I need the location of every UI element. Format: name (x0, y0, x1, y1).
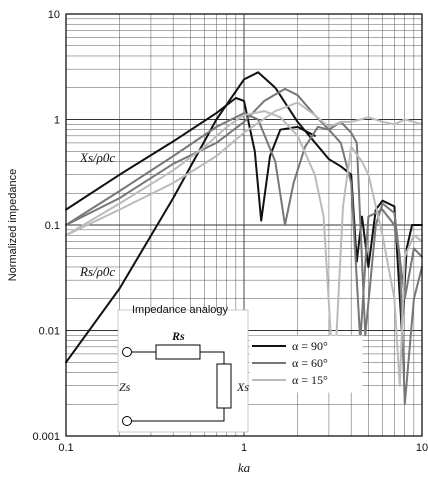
resistor-rs (155, 344, 201, 360)
impedance-analogy-inset: Impedance analogy Rs Zs Xs (117, 304, 249, 433)
series-line-reactance-15 (65, 110, 423, 387)
terminal-top (122, 347, 132, 357)
y-tick-label: 1 (54, 115, 60, 127)
legend-label-15: α = 15° (292, 373, 328, 387)
plot-frame (65, 13, 423, 437)
legend-label-60: α = 60° (292, 356, 328, 370)
y-tick-label: 0.001 (32, 431, 60, 443)
legend-label-90: α = 90° (292, 339, 328, 353)
x-tick-label: 1 (241, 442, 247, 454)
tick-labels: 0.1 1 10 0.001 0.01 0.1 1 10 (32, 9, 428, 454)
x-tick-label: 10 (416, 442, 428, 454)
series-line-resistance-15 (65, 101, 423, 237)
terminal-bottom (122, 416, 132, 426)
zs-label: Zs (119, 380, 131, 394)
y-tick-label: 0.1 (45, 220, 60, 232)
rs-label: Rs (171, 329, 185, 343)
legend: α = 90° α = 60° α = 15° (249, 335, 363, 393)
y-tick-label: 0.01 (39, 326, 60, 338)
resistance-curve-label: Rs/ρ0c (79, 264, 115, 279)
x-tick-label: 0.1 (58, 442, 73, 454)
y-tick-label: 10 (48, 9, 60, 21)
x-axis-label: ka (238, 460, 251, 475)
inset-title: Impedance analogy (132, 304, 229, 316)
reactance-curve-label: Xs/ρ0c (79, 150, 115, 165)
series-line-reactance-90 (65, 97, 316, 222)
reactance-xs-element (216, 363, 232, 409)
y-axis-label: Normalized impedance (7, 169, 19, 282)
circuit-wire-right (200, 351, 225, 364)
series-line-resistance-60 (65, 87, 423, 337)
xs-label: Xs (236, 380, 249, 394)
curves (65, 71, 423, 406)
circuit-wire-bottom (131, 408, 225, 422)
